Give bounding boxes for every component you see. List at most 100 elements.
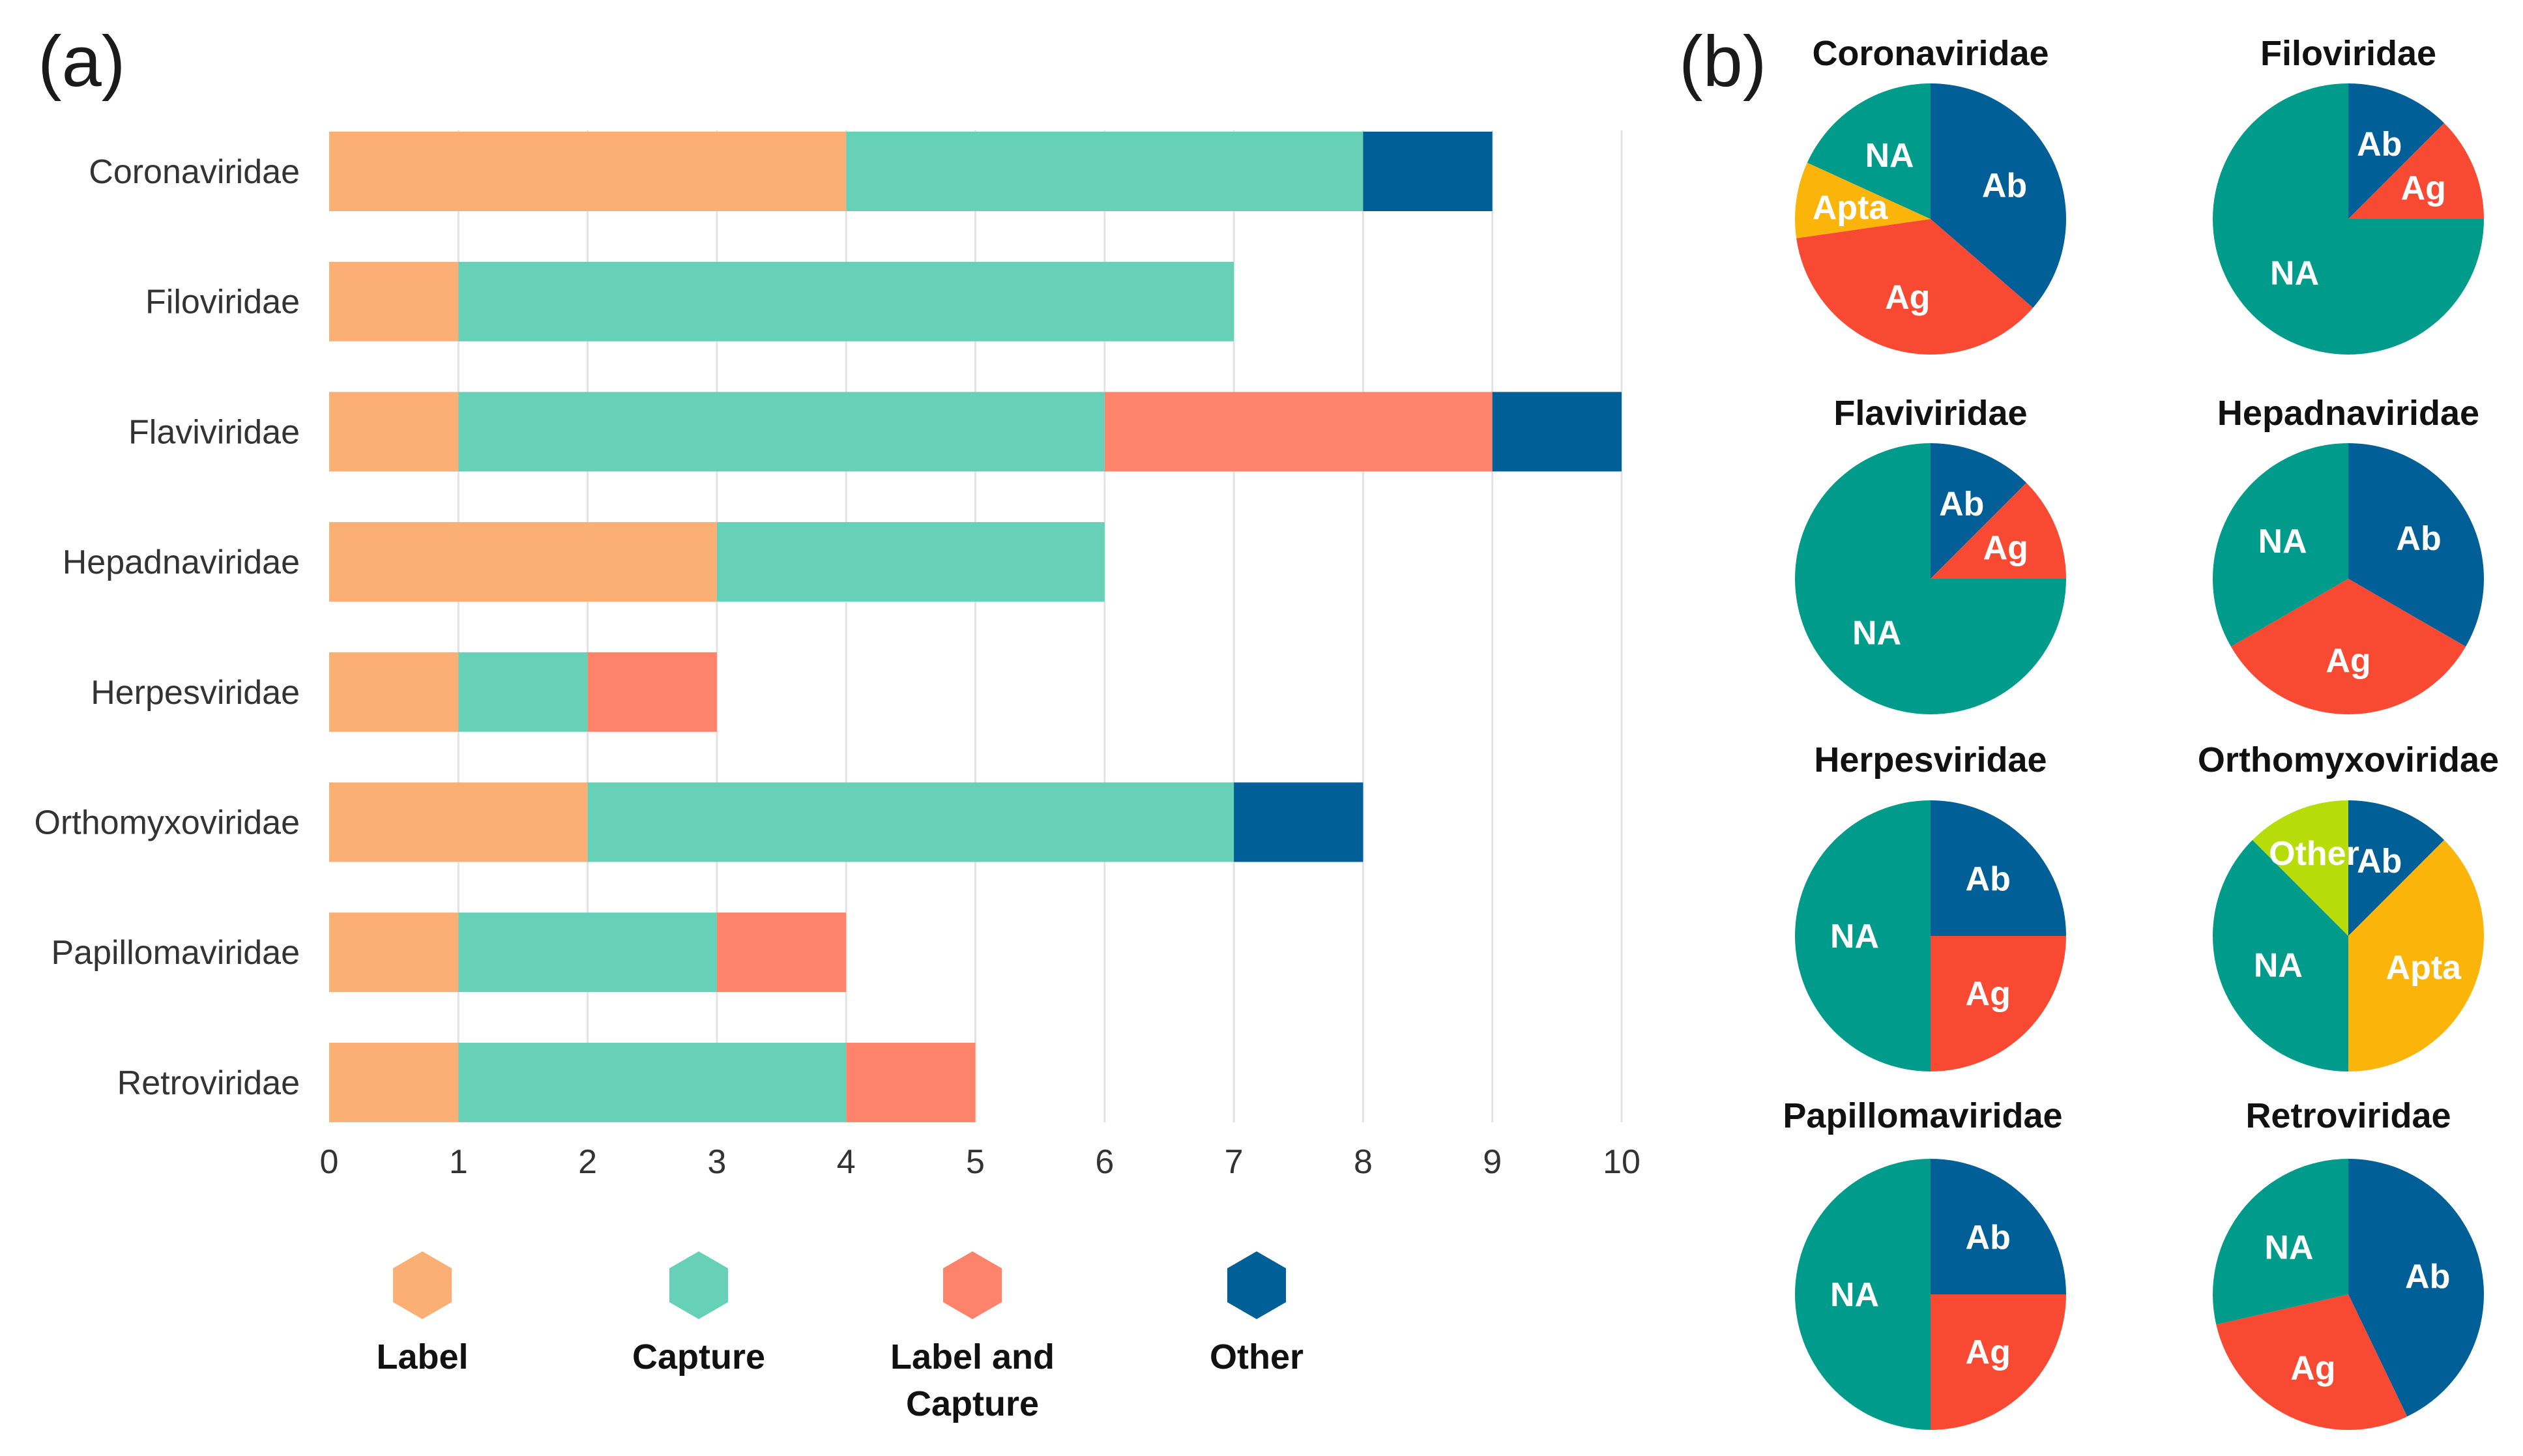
pie-slice-ag (1931, 1294, 2066, 1430)
pie-slice-label: Ab (2396, 520, 2441, 558)
pie-slice-ag (2216, 1294, 2408, 1431)
legend-swatch-other (1227, 1251, 1286, 1319)
pie-slice-label: NA (1830, 918, 1879, 955)
pie-slice-ab (2348, 1159, 2484, 1417)
legend-swatch-capture (669, 1251, 728, 1319)
pie-slice-label: NA (1865, 137, 1914, 175)
legend-label: Other (1210, 1337, 1304, 1376)
category-label: Retroviridae (117, 1064, 300, 1102)
pie-slice-na (2213, 83, 2484, 355)
bar-segment-label (329, 132, 847, 211)
x-tick-label: 2 (578, 1143, 597, 1181)
bar-segment-label-and-capture (587, 652, 717, 732)
legend-label: Capture (632, 1337, 765, 1376)
category-label: Flaviviridae (128, 413, 300, 451)
bar-segment-capture (458, 1042, 847, 1122)
bar-segment-label-and-capture (846, 1042, 976, 1122)
stacked-bar-chart: Coronaviridae Filoviridae Flaviviridae Hepa… (35, 130, 1641, 1423)
pie-slice-label: Ag (1966, 1333, 2011, 1371)
pie-title: Orthomyxoviridae (2198, 740, 2499, 779)
pie-slice-ab (2348, 800, 2445, 936)
bar-segment-capture (846, 132, 1364, 211)
pie-slice-label: Ag (1983, 529, 2028, 567)
pie-slice-na (1795, 443, 2066, 714)
pie-slice-na (2212, 1159, 2348, 1325)
x-tick-label: 0 (320, 1143, 339, 1181)
pie-slice-label: Ab (1966, 860, 2011, 898)
x-tick-label: 3 (707, 1143, 726, 1181)
x-tick-label: 7 (1225, 1143, 1244, 1181)
category-label: Hepadnaviridae (63, 544, 300, 581)
pie-slice-na (1795, 800, 1931, 1071)
pie-slice-label: NA (1852, 614, 1901, 652)
pie-orthomyxoviridae: Orthomyxoviridae Ab Apta NA Other (2198, 740, 2499, 1071)
x-tick-label: 1 (449, 1143, 468, 1181)
category-labels: Coronaviridae Filoviridae Flaviviridae Hepa… (35, 153, 300, 1102)
category-label: Filoviridae (145, 284, 300, 321)
bar-segment-capture (458, 912, 717, 993)
bar-segment-other (1492, 392, 1622, 472)
pie-slice-ab (2348, 443, 2484, 647)
pie-filoviridae: Filoviridae Ab Ag NA (2213, 34, 2485, 355)
pie-hepadnaviridae: Hepadnaviridae Ab Ag NA (2213, 394, 2484, 714)
bar-segment-label (329, 392, 459, 472)
pie-slice-apta (1795, 162, 1931, 239)
pie-slice-na (2213, 443, 2348, 647)
pie-slice-other (2252, 800, 2348, 936)
pie-slice-na (1795, 1159, 1931, 1430)
pie-papillomaviridae: Papillomaviridae Ab Ag NA (1783, 1096, 2066, 1430)
pie-slice-label: Ag (2290, 1349, 2335, 1387)
category-label: Papillomaviridae (51, 934, 300, 972)
bar-segment-label (329, 912, 459, 993)
x-tick-label: 4 (837, 1143, 856, 1181)
pie-slice-ab (1931, 1159, 2066, 1294)
pie-slice-label: NA (2264, 1229, 2313, 1266)
pie-slice-ag (1931, 936, 2066, 1071)
pie-slice-label: NA (2254, 947, 2303, 985)
legend-label: Label (376, 1337, 468, 1376)
bar-segment-other (1363, 132, 1493, 211)
bar-segment-capture (587, 782, 1234, 862)
pie-slice-label: Ag (1885, 279, 1930, 317)
bars (329, 132, 1622, 1122)
bar-segment-other (1234, 782, 1364, 862)
pie-slice-na (1807, 83, 1931, 219)
category-label: Herpesviridae (91, 674, 300, 712)
pie-slice-label: Ab (2405, 1258, 2450, 1296)
bar-segment-capture (458, 261, 1234, 342)
pie-herpesviridae: Herpesviridae Ab Ag NA (1795, 740, 2066, 1071)
bar-segment-label-and-capture (716, 912, 847, 993)
pie-slice-ag (2230, 579, 2466, 714)
panel-label-a: (a) (38, 22, 125, 102)
pie-slice-label: Apta (2386, 949, 2462, 987)
legend: Label Capture Label and Capture Other (376, 1251, 1304, 1423)
pie-slice-label: Ab (1982, 167, 2027, 205)
pie-slice-label: Ab (1939, 486, 1984, 523)
legend-swatch-label-and-capture (943, 1251, 1002, 1319)
pie-slice-label: NA (2258, 523, 2307, 561)
legend-swatch-label (393, 1251, 452, 1319)
pie-coronaviridae: Coronaviridae Ab Ag Apta NA (1795, 34, 2067, 355)
pie-slice-ab (1931, 800, 2066, 936)
pie-slice-label: Ag (1966, 975, 2011, 1013)
category-label: Coronaviridae (89, 153, 300, 191)
pie-slice-ag (1931, 482, 2066, 579)
pie-title: Flaviviridae (1833, 394, 2027, 433)
x-tick-label: 6 (1095, 1143, 1114, 1181)
bar-segment-capture (458, 652, 588, 732)
pie-slice-label: Ab (2357, 126, 2402, 164)
pie-slice-apta (2348, 839, 2485, 1071)
bar-segment-capture (458, 392, 1105, 472)
pie-slice-ab (2348, 83, 2445, 219)
category-label: Orthomyxoviridae (35, 804, 300, 842)
pie-slice-na (2212, 839, 2348, 1071)
bar-segment-label (329, 522, 717, 602)
x-tick-label: 9 (1483, 1143, 1502, 1181)
x-tick-label: 5 (966, 1143, 985, 1181)
x-tick-label: 10 (1603, 1143, 1641, 1181)
pie-title: Hepadnaviridae (2217, 394, 2479, 433)
pie-slice-label: Ab (2357, 843, 2402, 881)
pie-slice-label: NA (1830, 1276, 1879, 1314)
pie-slice-ab (1931, 83, 2067, 308)
